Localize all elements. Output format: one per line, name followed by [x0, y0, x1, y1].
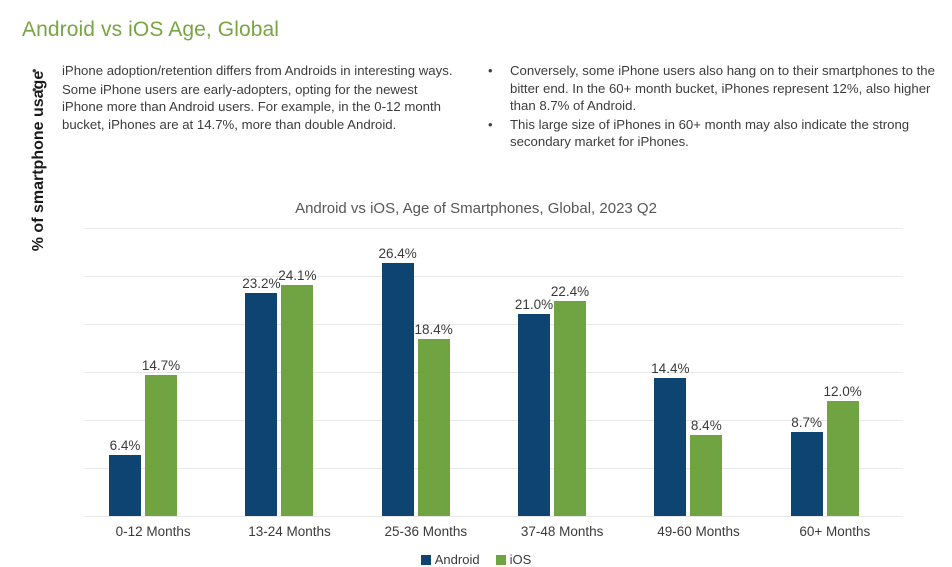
- list-item: • Conversely, some iPhone users also han…: [488, 62, 938, 115]
- gridline: [85, 276, 903, 277]
- bullet-text: Conversely, some iPhone users also hang …: [510, 63, 935, 113]
- legend-swatch-icon: [420, 554, 431, 565]
- bullet-text: iPhone adoption/retention differs from A…: [62, 63, 453, 78]
- legend-swatch-icon: [495, 554, 506, 565]
- bar-group: 8.7% 12.0%: [767, 228, 903, 516]
- bar-value-label: 6.4%: [109, 437, 141, 453]
- bar-ios[interactable]: [553, 300, 586, 516]
- bar-value-label: 24.1%: [278, 267, 317, 283]
- bar-ios[interactable]: [281, 284, 314, 516]
- x-axis-tick-label: 25-36 Months: [384, 524, 468, 539]
- chart-title: Android vs iOS, Age of Smartphones, Glob…: [295, 200, 657, 217]
- list-item: • iPhone adoption/retention differs from…: [32, 62, 462, 80]
- list-item: • This large size of iPhones in 60+ mont…: [488, 116, 938, 151]
- bar-android[interactable]: [654, 377, 687, 516]
- bar-value-label: 14.4%: [651, 360, 690, 376]
- bar-value-label: 23.2%: [242, 276, 281, 292]
- gridline: [85, 516, 903, 517]
- bar-ios[interactable]: [690, 435, 723, 516]
- bar-value-label: 12.0%: [823, 383, 862, 399]
- list-item: • Some iPhone users are early-adopters, …: [32, 81, 462, 134]
- chart-legend: Android iOS: [0, 552, 952, 567]
- x-axis-tick-label: 37-48 Months: [520, 524, 604, 539]
- legend-item-android[interactable]: Android: [420, 552, 480, 567]
- bar-android[interactable]: [381, 262, 414, 516]
- bar-value-label: 18.4%: [414, 322, 453, 338]
- gridline: [85, 468, 903, 469]
- bar-group: 26.4% 18.4%: [358, 228, 494, 516]
- x-axis-labels: 0-12 Months 13-24 Months 25-36 Months 37-48…: [85, 524, 903, 539]
- x-axis-tick-label: 0-12 Months: [115, 524, 191, 539]
- x-axis-tick-label: 13-24 Months: [248, 524, 331, 539]
- bullet-marker-icon: •: [32, 63, 37, 78]
- legend-label: Android: [434, 552, 480, 567]
- bar-group: 6.4% 14.7%: [85, 228, 221, 516]
- bar-ios[interactable]: [417, 339, 450, 516]
- gridline: [85, 324, 903, 325]
- bullet-marker-icon: •: [488, 63, 493, 78]
- bullet-column-right: • Conversely, some iPhone users also han…: [470, 62, 952, 152]
- bar-groups: 6.4% 14.7% 23.2% 24.1% 26.4% 18.4% 21.0% 22.4% 1…: [85, 228, 903, 516]
- bar-android[interactable]: [245, 293, 278, 516]
- bar-android[interactable]: [109, 454, 141, 516]
- y-axis-label: % of smartphone usage: [30, 70, 47, 252]
- bar-value-label: 8.7%: [791, 415, 823, 431]
- bar-android[interactable]: [790, 432, 823, 516]
- bar-value-label: 14.7%: [141, 357, 181, 373]
- bar-android[interactable]: [517, 314, 550, 516]
- x-axis-tick-label: 49-60 Months: [657, 524, 740, 539]
- bar-group: 23.2% 24.1%: [221, 228, 357, 516]
- bar-chart: Android vs iOS, Age of Smartphones, Glob…: [0, 71, 952, 567]
- bar-value-label: 21.0%: [514, 297, 554, 313]
- bar-value-label: 22.4%: [550, 283, 590, 299]
- bar-ios[interactable]: [145, 374, 177, 516]
- bar-ios[interactable]: [826, 400, 859, 516]
- bullet-columns: • iPhone adoption/retention differs from…: [0, 62, 952, 152]
- legend-label: iOS: [509, 552, 532, 567]
- bullet-text: This large size of iPhones in 60+ month …: [510, 116, 910, 150]
- plot-area: 6.4% 14.7% 23.2% 24.1% 26.4% 18.4% 21.0% 22.4% 1…: [85, 228, 903, 517]
- bullet-column-left: • iPhone adoption/retention differs from…: [0, 62, 470, 152]
- bar-value-label: 26.4%: [378, 245, 417, 261]
- bar-group: 21.0% 22.4%: [494, 228, 630, 516]
- bar-value-label: 8.4%: [690, 418, 722, 434]
- page-title: Android vs iOS Age, Global: [22, 18, 280, 41]
- bullet-marker-icon: •: [32, 81, 37, 97]
- bar-group: 14.4% 8.4%: [630, 228, 766, 516]
- legend-item-ios[interactable]: iOS: [495, 552, 532, 567]
- bullet-text: Some iPhone users are early-adopters, op…: [62, 81, 441, 132]
- bullet-marker-icon: •: [488, 116, 493, 132]
- gridline: [85, 420, 903, 421]
- gridline: [85, 228, 903, 229]
- x-axis-tick-label: 60+ Months: [799, 524, 871, 539]
- gridline: [85, 372, 903, 373]
